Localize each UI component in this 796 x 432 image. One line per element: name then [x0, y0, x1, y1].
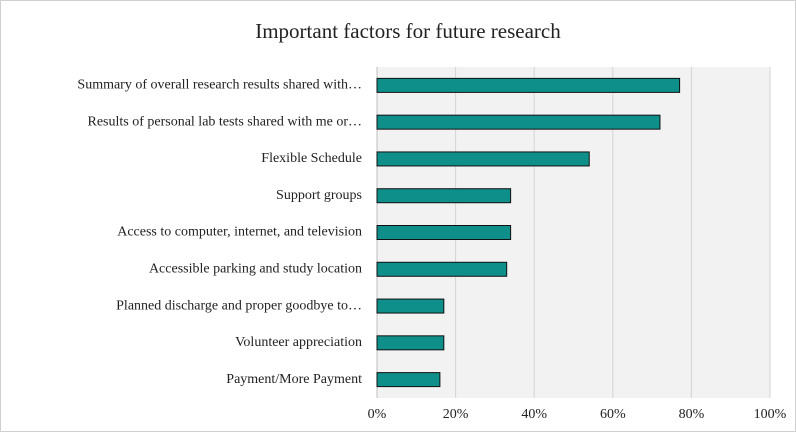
- y-tick-label: Volunteer appreciation: [235, 335, 362, 350]
- bar: [376, 372, 441, 388]
- bar: [376, 298, 445, 314]
- y-tick-label: Accessible parking and study location: [149, 261, 362, 276]
- y-tick-label: Payment/More Payment: [226, 372, 362, 387]
- y-tick-label: Summary of overall research results shar…: [77, 78, 362, 93]
- bar: [376, 77, 681, 93]
- bar: [376, 225, 512, 240]
- y-tick-label: Flexible Schedule: [261, 151, 362, 166]
- bar: [376, 261, 508, 277]
- bar: [376, 335, 445, 351]
- x-tick-label: 60%: [600, 407, 626, 422]
- bar: [376, 114, 661, 130]
- y-tick-label: Results of personal lab tests shared wit…: [87, 114, 362, 129]
- y-tick-label: Planned discharge and proper goodbye to…: [116, 298, 362, 313]
- bar: [376, 188, 512, 204]
- x-tick-label: 0%: [368, 407, 387, 422]
- chart-title: Important factors for future research: [255, 19, 561, 43]
- x-tick-label: 80%: [679, 407, 705, 422]
- bar: [376, 151, 590, 167]
- y-tick-label: Access to computer, internet, and televi…: [117, 225, 362, 240]
- x-tick-label: 40%: [521, 407, 547, 422]
- x-tick-label: 20%: [443, 407, 469, 422]
- y-tick-label: Support groups: [276, 188, 362, 203]
- x-tick-label: 100%: [754, 407, 787, 422]
